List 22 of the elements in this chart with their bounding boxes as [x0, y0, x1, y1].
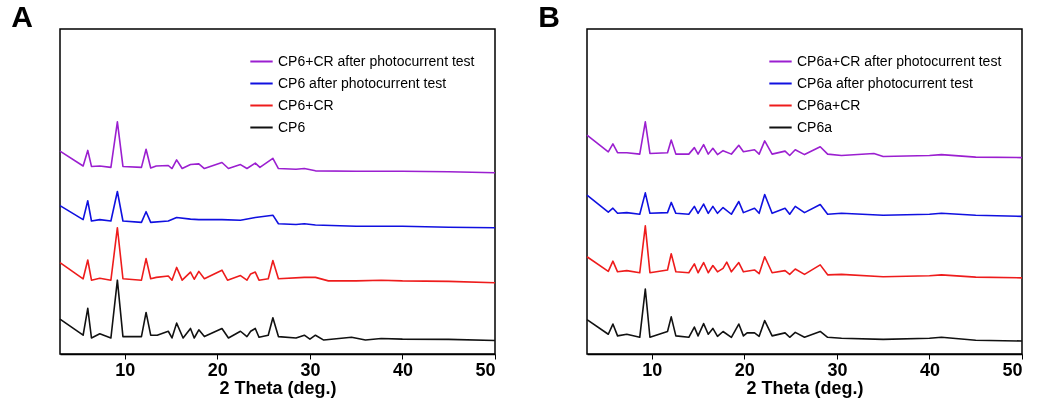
x-axis-title: 2 Theta (deg.) [219, 377, 337, 398]
legend-label: CP6a after photocurrent test [797, 74, 973, 91]
x-tick-label: 30 [300, 359, 321, 380]
legend-label: CP6a+CR after photocurrent test [797, 52, 1002, 69]
x-tick-label: 40 [392, 359, 413, 380]
x-tick-label: 20 [734, 359, 755, 380]
legend-label: CP6+CR after photocurrent test [278, 52, 475, 69]
x-tick-label: 10 [642, 359, 663, 380]
chart-title: B [538, 0, 560, 33]
legend-label: CP6a+CR [797, 96, 861, 113]
x-tick-label: 30 [827, 359, 848, 380]
x-tick-label: 10 [115, 359, 136, 380]
x-tick-label: 40 [919, 359, 940, 380]
x-tick-label: 50 [475, 359, 496, 380]
legend-label: CP6 after photocurrent test [278, 74, 447, 91]
chart-title: A [11, 0, 33, 33]
legend-label: CP6 [278, 118, 306, 135]
x-axis-title: 2 Theta (deg.) [746, 377, 864, 398]
x-tick-label: 20 [207, 359, 228, 380]
legend-label: CP6a [797, 118, 833, 135]
legend-label: CP6+CR [278, 96, 334, 113]
x-tick-label: 50 [1002, 359, 1023, 380]
